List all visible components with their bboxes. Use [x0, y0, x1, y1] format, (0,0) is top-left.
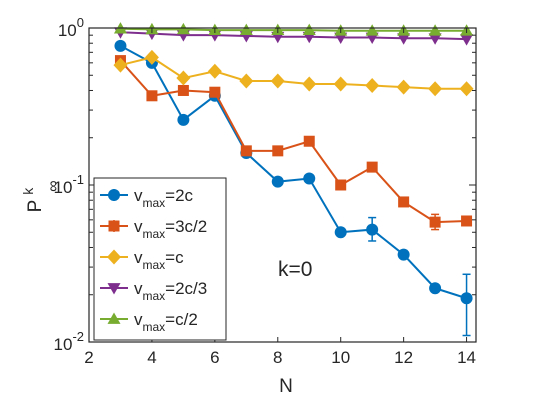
data-point [176, 70, 191, 86]
data-point [396, 79, 411, 95]
legend-entry-1: vmax=3c/2 [100, 217, 207, 241]
legend-marker [107, 283, 121, 295]
legend-entry-3: vmax=2c/3 [100, 279, 207, 303]
series-line-3 [120, 31, 467, 41]
data-point [239, 73, 254, 89]
x-tick-label: 12 [394, 348, 413, 367]
data-point [209, 86, 221, 98]
data-point [272, 145, 284, 157]
axes: 2 4 6 8 10 12 14 10-2 10-1 100 [54, 15, 477, 367]
data-point [144, 49, 159, 65]
legend-marker [108, 220, 120, 232]
legend: vmax=2c vmax=3c/2 vmax=c vmax=2c/3 vmax=c/2 [93, 177, 227, 341]
data-point [177, 113, 190, 126]
data-point [334, 226, 347, 239]
legend-marker [108, 189, 120, 201]
x-tick-label: 2 [84, 348, 93, 367]
x-axis-label: N [279, 376, 293, 397]
data-point [429, 282, 442, 295]
legend-label: vmax=c/2 [134, 310, 198, 334]
y-tick-label: 10-1 [54, 172, 84, 197]
data-point [271, 175, 284, 188]
series-line-2 [120, 56, 467, 90]
legend-marker [107, 312, 121, 324]
data-point [397, 33, 411, 45]
x-tick-label: 10 [331, 348, 350, 367]
data-point [428, 24, 442, 36]
data-point [366, 161, 378, 173]
data-point [460, 292, 473, 305]
y-tick-label: 10-2 [54, 329, 84, 354]
data-point [365, 78, 380, 94]
data-point [397, 248, 410, 261]
data-point [366, 223, 379, 236]
data-point [302, 23, 316, 35]
data-point [114, 39, 127, 52]
data-point [207, 63, 222, 79]
x-tick-label: 4 [147, 348, 156, 367]
data-point [428, 81, 443, 97]
data-point [333, 76, 348, 92]
data-point [239, 23, 253, 35]
legend-label: vmax=2c/3 [134, 279, 207, 303]
data-point [177, 84, 189, 96]
data-point [429, 216, 441, 228]
data-point [398, 196, 410, 208]
annotation-k-label: k=0 [278, 258, 312, 281]
legend-entry-4: vmax=c/2 [100, 310, 198, 334]
data-point [240, 145, 252, 157]
legend-label: vmax=3c/2 [134, 217, 207, 241]
y-axis-label-superscript: k [20, 187, 36, 195]
data-point [270, 73, 285, 89]
svg-text:P k: P k [20, 187, 46, 213]
y-tick-label: 100 [58, 15, 84, 40]
legend-marker [107, 249, 121, 265]
data-point [303, 135, 315, 147]
legend-entry-0: vmax=2c [100, 186, 194, 210]
series-1 [114, 55, 473, 231]
legend-entry-2: vmax=c [100, 248, 184, 272]
x-tick-label: 14 [457, 348, 476, 367]
y-axis-label-subscript: ∞ [45, 180, 62, 191]
series-line-0 [119, 44, 467, 300]
data-point [461, 215, 473, 227]
data-point [113, 57, 128, 73]
data-point [146, 90, 158, 102]
data-point [460, 34, 474, 46]
legend-label: vmax=c [134, 248, 184, 272]
data-point [428, 33, 442, 45]
y-axis-label: P k ∞ [20, 180, 62, 212]
data-point [459, 81, 474, 97]
data-point [365, 24, 379, 36]
data-point [302, 76, 317, 92]
y-axis-label-main: P [25, 200, 46, 212]
series-2 [113, 49, 474, 97]
x-tick-label: 6 [210, 348, 219, 367]
x-tick-label: 8 [273, 348, 282, 367]
legend-label: vmax=2c [134, 186, 194, 210]
data-point [335, 179, 347, 191]
series-line-4 [120, 27, 467, 32]
data-point [303, 172, 316, 185]
